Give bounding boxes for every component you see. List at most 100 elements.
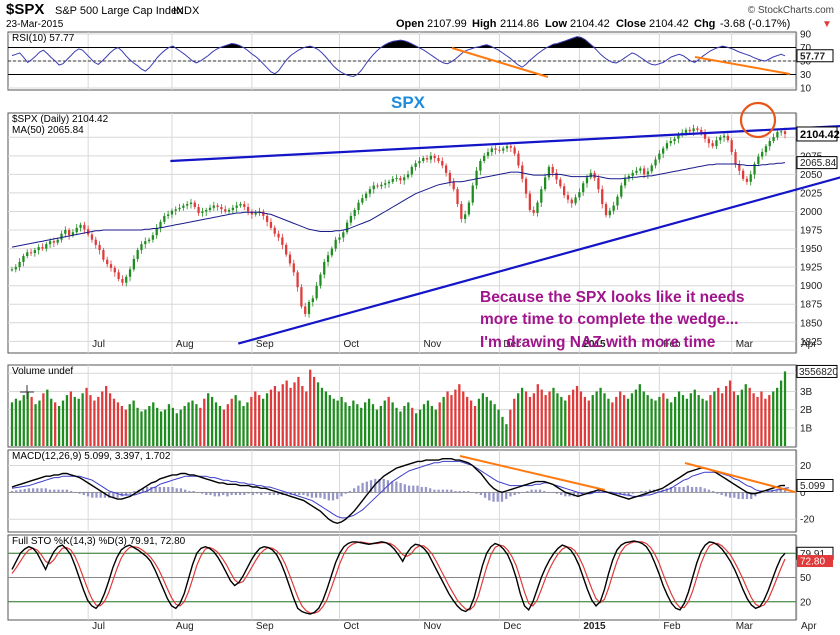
price-candle bbox=[281, 237, 284, 245]
volume-bar bbox=[748, 387, 751, 446]
price-candle bbox=[37, 247, 40, 251]
price-candle bbox=[494, 148, 497, 150]
volume-bar bbox=[513, 398, 516, 446]
price-candle bbox=[342, 232, 345, 238]
x-axis-label-bottom: Feb bbox=[663, 621, 681, 632]
volume-bar bbox=[462, 391, 465, 446]
price-candle bbox=[452, 181, 455, 190]
macd-histogram-bar bbox=[720, 492, 723, 496]
volume-bar bbox=[77, 398, 80, 446]
price-candle bbox=[688, 129, 691, 132]
price-candle bbox=[574, 197, 577, 204]
rsi-trendline-2 bbox=[694, 56, 791, 75]
price-candle bbox=[524, 178, 528, 194]
macd-histogram-bar bbox=[686, 485, 689, 493]
macd-histogram-bar bbox=[374, 478, 377, 493]
highlight-circle bbox=[739, 101, 777, 139]
volume-bar bbox=[332, 398, 335, 446]
volume-bar bbox=[81, 393, 84, 446]
volume-bar bbox=[630, 393, 634, 446]
price-candle bbox=[483, 155, 486, 162]
price-candle bbox=[768, 140, 771, 147]
price-candle bbox=[513, 147, 516, 154]
macd-histogram-bar bbox=[327, 492, 330, 501]
volume-bar bbox=[658, 396, 661, 446]
volume-current-box bbox=[796, 364, 838, 378]
price-candle bbox=[646, 171, 650, 175]
price-candle bbox=[262, 211, 265, 216]
price-candle bbox=[193, 202, 196, 208]
volume-bar bbox=[728, 380, 732, 446]
price-candle bbox=[18, 261, 21, 268]
macd-histogram-bar bbox=[40, 488, 43, 493]
volume-bar bbox=[599, 387, 602, 446]
macd-histogram-bar bbox=[348, 491, 352, 493]
volume-bar bbox=[481, 393, 484, 446]
price-candle bbox=[269, 221, 273, 228]
volume-bar bbox=[313, 376, 316, 446]
volume-bar bbox=[54, 402, 57, 446]
low-value: 2104.42 bbox=[570, 18, 610, 30]
volume-tick-label: 2B bbox=[800, 405, 813, 416]
volume-bar bbox=[587, 400, 590, 446]
price-candle bbox=[448, 172, 452, 182]
macd-histogram-bar bbox=[724, 492, 728, 497]
price-candle bbox=[147, 239, 151, 242]
volume-bar bbox=[422, 404, 426, 446]
price-candle bbox=[692, 128, 695, 132]
price-candle bbox=[220, 207, 223, 210]
macd-histogram-bar bbox=[513, 492, 516, 496]
price-candle bbox=[243, 204, 246, 208]
price-candle bbox=[45, 244, 48, 249]
price-candle bbox=[29, 252, 33, 254]
volume-bar bbox=[415, 413, 418, 446]
volume-bar bbox=[22, 395, 25, 446]
open-value: 2107.99 bbox=[427, 18, 467, 30]
macd-tick-label: 20 bbox=[800, 461, 812, 472]
volume-bar bbox=[348, 406, 351, 446]
volume-bar bbox=[528, 396, 532, 446]
price-candle bbox=[75, 227, 78, 233]
volume-bar bbox=[175, 413, 178, 446]
price-candle bbox=[604, 204, 608, 216]
price-candle bbox=[224, 209, 227, 212]
macd-histogram-bar bbox=[10, 491, 14, 493]
volume-plot: 3556820 bbox=[10, 364, 838, 446]
macd-histogram-bar bbox=[475, 492, 478, 494]
macd-histogram-bar bbox=[492, 492, 495, 502]
price-candle bbox=[498, 149, 501, 151]
price-candle bbox=[102, 250, 105, 260]
price-candle bbox=[227, 209, 231, 212]
price-candle bbox=[783, 131, 787, 134]
price-candle bbox=[380, 184, 383, 187]
volume-bar bbox=[148, 406, 151, 446]
price-candle bbox=[662, 148, 665, 154]
volume-bar bbox=[34, 404, 37, 446]
volume-bar bbox=[493, 404, 496, 446]
price-candle bbox=[711, 143, 714, 147]
macd-histogram-bar bbox=[458, 491, 461, 493]
price-candle bbox=[338, 237, 341, 240]
symbol-label: $SPX bbox=[6, 1, 44, 18]
price-candle bbox=[677, 135, 680, 139]
volume-bar bbox=[144, 409, 147, 446]
price-candle bbox=[734, 152, 737, 164]
price-candle bbox=[319, 274, 322, 286]
price-candle bbox=[776, 132, 779, 138]
price-candle bbox=[635, 170, 638, 173]
volume-bar bbox=[57, 406, 61, 446]
macd-histogram-bar bbox=[146, 486, 149, 493]
price-candle bbox=[642, 168, 646, 175]
macd-histogram-bar bbox=[336, 492, 339, 500]
x-axis-label-bottom: Oct bbox=[343, 621, 359, 632]
volume-bar bbox=[250, 396, 253, 446]
price-candle bbox=[425, 158, 429, 160]
volume-bar bbox=[575, 386, 579, 446]
macd-histogram-bar bbox=[69, 491, 73, 493]
price-candle bbox=[540, 189, 543, 203]
price-candle bbox=[330, 248, 333, 256]
price-candle bbox=[722, 135, 726, 138]
macd-histogram-bar bbox=[133, 491, 136, 493]
volume-bar bbox=[214, 402, 218, 446]
